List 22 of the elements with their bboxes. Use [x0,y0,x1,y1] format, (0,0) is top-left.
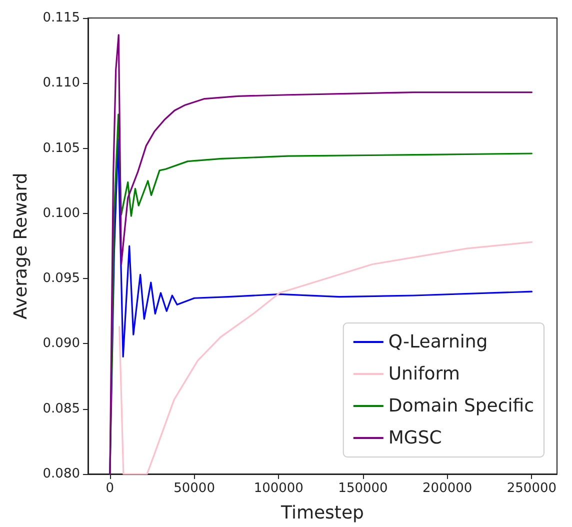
y-axis-title: Average Reward [10,172,32,320]
legend-label: Uniform [388,364,460,384]
x-tick-label: 200000 [422,481,472,496]
x-tick-label: 250000 [506,481,557,496]
y-tick-label: 0.100 [42,206,80,221]
y-tick-label: 0.090 [42,336,80,352]
y-tick-label: 0.085 [42,401,80,416]
x-axis-title: Timestep [280,502,364,524]
x-tick-label: 100000 [254,481,304,496]
line-series [118,241,532,475]
y-tick-label: 0.115 [42,10,80,26]
legend-label: Domain Specific [388,396,534,416]
x-tick-label: 150000 [338,481,388,496]
legend-label: MGSC [388,428,442,448]
legend-label: Q-Learning [388,332,488,352]
x-tick-label: 0 [106,481,114,496]
y-tick-label: 0.105 [42,140,80,156]
y-tick-label: 0.080 [42,466,80,482]
x-tick-label: 50000 [174,481,215,496]
y-tick-label: 0.110 [42,76,80,91]
line-series [109,34,532,475]
y-tick-label: 0.095 [42,271,80,286]
